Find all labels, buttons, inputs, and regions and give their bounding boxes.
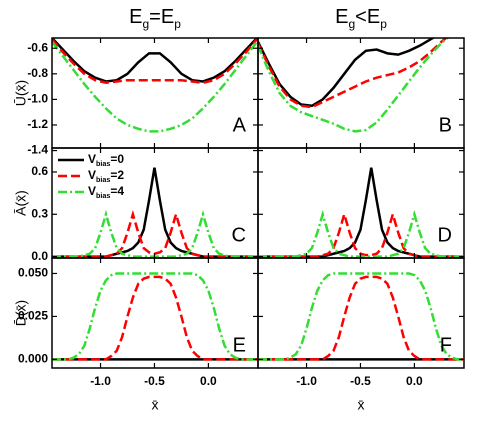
plot-area — [52, 272, 257, 361]
data-line — [52, 209, 257, 258]
y-tick-label: 0.000 — [18, 352, 48, 366]
panel-label: A — [233, 114, 247, 136]
x-tick-label: -1.0 — [296, 374, 317, 388]
x-tick-label: 0.0 — [406, 374, 423, 388]
plot-area — [52, 167, 257, 258]
legend-label: Vbias=2 — [88, 168, 124, 184]
y-tick-label: 0.025 — [18, 309, 48, 323]
x-tick-label: -0.5 — [350, 374, 371, 388]
plot-area — [258, 272, 463, 361]
y-tick-label: -1.2 — [27, 117, 48, 131]
y-tick-label: -0.8 — [27, 66, 48, 80]
plot-area — [258, 38, 450, 133]
x-tick-label: -1.0 — [90, 374, 111, 388]
data-line — [258, 209, 463, 258]
plot-area — [52, 38, 258, 133]
x-tick-label: -0.5 — [144, 374, 165, 388]
data-line — [258, 275, 463, 361]
column-title: Eg=Ep — [129, 6, 181, 31]
x-axis-label: x̄ — [358, 397, 365, 413]
data-line — [52, 275, 257, 361]
y-axis-label: Ā(x̄) — [13, 190, 29, 216]
panel-label: C — [232, 224, 246, 246]
data-line — [258, 272, 463, 361]
y-tick-label: 0.6 — [31, 164, 48, 178]
data-line — [52, 272, 257, 361]
legend-label: Vbias=0 — [88, 152, 124, 168]
panel-label: B — [439, 114, 452, 136]
panel-frame — [257, 147, 465, 259]
data-line — [52, 38, 258, 85]
plot-area — [258, 167, 463, 258]
y-tick-label: 0.0 — [31, 249, 48, 263]
data-line — [258, 38, 436, 108]
data-line — [52, 38, 258, 83]
data-line — [258, 167, 463, 258]
panel-label: F — [440, 334, 452, 356]
panel-frame — [51, 147, 259, 259]
y-tick-label: -0.6 — [27, 40, 48, 54]
data-line — [258, 38, 450, 133]
data-line — [258, 38, 448, 109]
column-title: Eg<Ep — [335, 6, 387, 31]
x-axis-label: x̄ — [152, 397, 159, 413]
data-line — [52, 41, 258, 133]
data-line — [258, 209, 463, 258]
panel-label: D — [438, 224, 452, 246]
x-tick-label: 0.0 — [200, 374, 217, 388]
y-tick-label: 0.3 — [31, 206, 48, 220]
y-tick-label: -1.4 — [27, 143, 48, 157]
data-line — [52, 167, 257, 258]
y-tick-label: -1.0 — [27, 92, 48, 106]
y-tick-label: 0.050 — [18, 266, 48, 280]
y-axis-label: D̄(x̄) — [13, 300, 29, 326]
y-axis-label: Ū(x̄) — [13, 80, 29, 106]
panel-label: E — [233, 334, 246, 356]
data-line — [52, 209, 257, 258]
legend-label: Vbias=4 — [88, 184, 124, 200]
